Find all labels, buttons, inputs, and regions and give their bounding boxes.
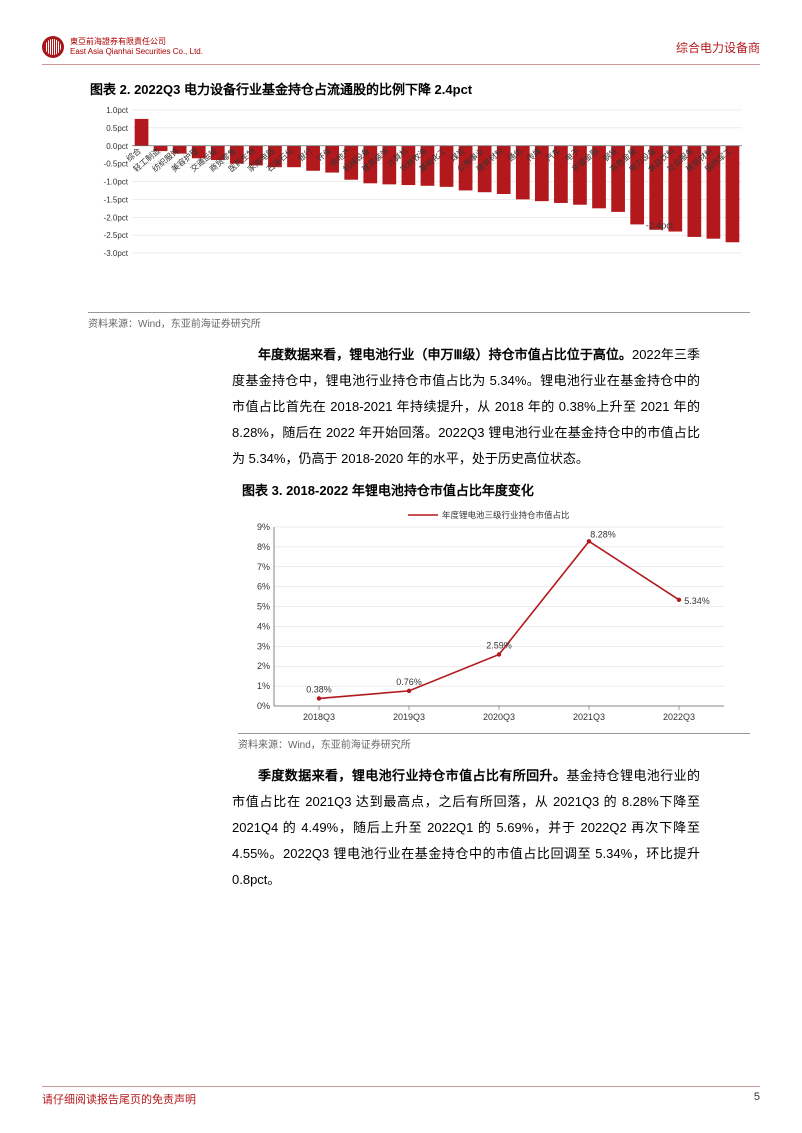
chart3-container: 年度锂电池三级行业持仓市值占比 0% 1% 2% 3% 4% 5% 6% 7% 8% 9% 0.38%… (238, 505, 750, 733)
svg-text:0.0pct: 0.0pct (106, 142, 129, 151)
svg-text:5%: 5% (257, 602, 270, 612)
para2-body: 基金持仓锂电池行业的市值占比在 2021Q3 达到最高点，之后有所回落，从 20… (232, 768, 700, 887)
svg-text:9%: 9% (257, 522, 270, 532)
svg-text:-1.5pct: -1.5pct (104, 195, 129, 204)
chart2-container: -3.0pct -2.5pct -2.0pct -1.5pct -1.0pct -0.5p… (88, 104, 750, 312)
paragraph-1: 年度数据来看，锂电池行业（申万Ⅲ级）持仓市值占比位于高位。2022年三季度基金持… (232, 342, 700, 472)
chart3-source: 资料来源：Wind，东亚前海证券研究所 (238, 733, 750, 751)
svg-text:8.28%: 8.28% (590, 529, 616, 539)
bar-chart: -3.0pct -2.5pct -2.0pct -1.5pct -1.0pct -0.5p… (88, 104, 748, 309)
para2-lead: 季度数据来看，锂电池行业持仓市值占比有所回升。 (258, 768, 566, 783)
line-chart: 年度锂电池三级行业持仓市值占比 0% 1% 2% 3% 4% 5% 6% 7% 8% 9% 0.38%… (238, 505, 738, 730)
category-label: 综合电力设备商 (676, 39, 760, 56)
svg-text:2.59%: 2.59% (486, 640, 512, 650)
paragraph-2: 季度数据来看，锂电池行业持仓市值占比有所回升。基金持仓锂电池行业的市值占比在 2… (232, 763, 700, 893)
para1-lead: 年度数据来看，锂电池行业（申万Ⅲ级）持仓市值占比位于高位。 (258, 347, 632, 362)
svg-text:8%: 8% (257, 542, 270, 552)
svg-text:2%: 2% (257, 661, 270, 671)
footer-disclaimer: 请仔细阅读报告尾页的免责声明 (42, 1091, 196, 1107)
svg-text:1.0pct: 1.0pct (106, 106, 129, 115)
page-header: 東亞前海證券有限責任公司 East Asia Qianhai Securitie… (42, 36, 760, 65)
page-footer: 请仔细阅读报告尾页的免责声明 5 (42, 1086, 760, 1107)
chart2-source: 资料来源：Wind，东亚前海证券研究所 (88, 312, 750, 330)
svg-text:2022Q3: 2022Q3 (663, 712, 695, 722)
page-number: 5 (754, 1091, 760, 1107)
svg-text:-2.5pct: -2.5pct (104, 231, 129, 240)
svg-text:3%: 3% (257, 641, 270, 651)
svg-text:2018Q3: 2018Q3 (303, 712, 335, 722)
company-logo: 東亞前海證券有限責任公司 East Asia Qianhai Securitie… (42, 36, 203, 58)
svg-text:-2.4pct: -2.4pct (646, 221, 674, 231)
svg-text:7%: 7% (257, 562, 270, 572)
chart3-title: 图表 3. 2018-2022 年锂电池持仓市值占比年度变化 (242, 480, 760, 499)
para1-body: 2022年三季度基金持仓中，锂电池行业持仓市值占比为 5.34%。锂电池行业在基… (232, 347, 700, 466)
svg-text:年度锂电池三级行业持仓市值占比: 年度锂电池三级行业持仓市值占比 (442, 510, 570, 520)
svg-text:-1.0pct: -1.0pct (104, 178, 129, 187)
svg-text:0%: 0% (257, 701, 270, 711)
svg-text:5.34%: 5.34% (684, 596, 710, 606)
svg-text:0.5pct: 0.5pct (106, 124, 129, 133)
svg-text:6%: 6% (257, 582, 270, 592)
svg-text:1%: 1% (257, 681, 270, 691)
chart2-title: 图表 2. 2022Q3 电力设备行业基金持仓占流通股的比例下降 2.4pct (90, 79, 760, 98)
company-name-en: East Asia Qianhai Securities Co., Ltd. (70, 47, 203, 57)
company-name-cn: 東亞前海證券有限責任公司 (70, 37, 203, 47)
logo-icon (42, 36, 64, 58)
svg-text:2019Q3: 2019Q3 (393, 712, 425, 722)
svg-text:2020Q3: 2020Q3 (483, 712, 515, 722)
svg-text:0.38%: 0.38% (306, 684, 332, 694)
svg-text:-2.0pct: -2.0pct (104, 213, 129, 222)
svg-text:2021Q3: 2021Q3 (573, 712, 605, 722)
svg-text:-0.5pct: -0.5pct (104, 160, 129, 169)
svg-text:0.76%: 0.76% (396, 677, 422, 687)
svg-text:-3.0pct: -3.0pct (104, 249, 129, 258)
svg-text:4%: 4% (257, 621, 270, 631)
